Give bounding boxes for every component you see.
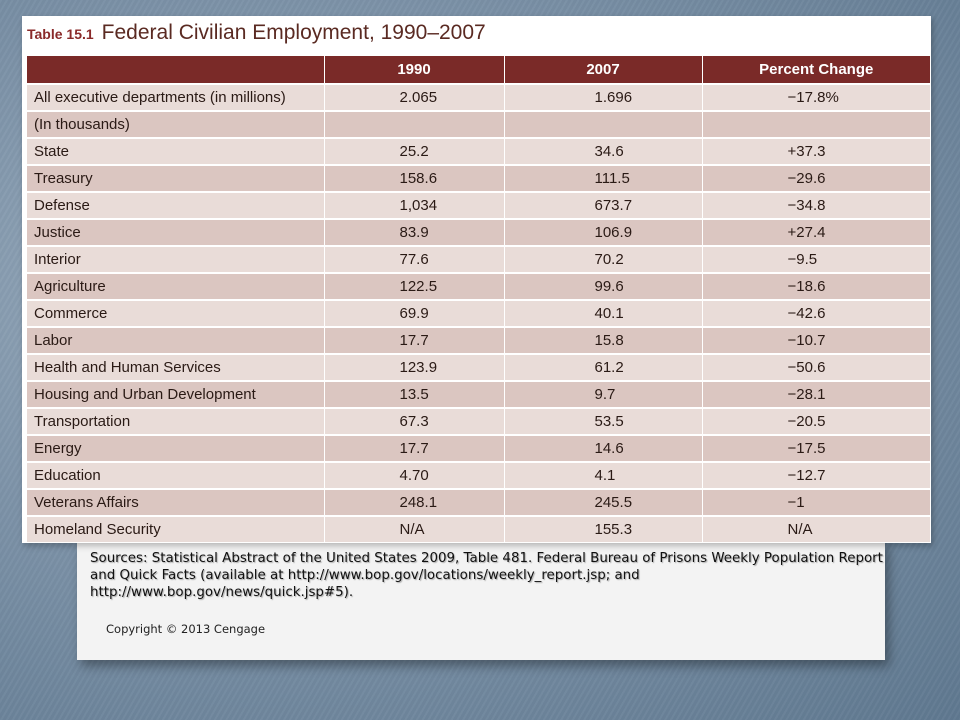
value-2007: 14.6 xyxy=(504,434,703,462)
value-1990: 122.5 xyxy=(324,272,505,300)
table-row: Labor 17.7 15.8 −10.7 xyxy=(27,326,930,354)
percent-change: −50.6 xyxy=(702,353,930,381)
percent-change: N/A xyxy=(702,515,930,542)
row-label: Treasury xyxy=(27,164,325,192)
row-label: Energy xyxy=(27,434,325,462)
value-2007: 53.5 xyxy=(504,407,703,435)
percent-change: −17.5 xyxy=(702,434,930,462)
percent-change: −34.8 xyxy=(702,191,930,219)
row-label: Labor xyxy=(27,326,325,354)
table-row: All executive departments (in millions) 2… xyxy=(27,83,930,111)
row-label: Veterans Affairs xyxy=(27,488,325,516)
row-label: Commerce xyxy=(27,299,325,327)
table-body: All executive departments (in millions) 2… xyxy=(27,83,930,542)
percent-change: −12.7 xyxy=(702,461,930,489)
table-row: Health and Human Services 123.9 61.2 −50.6 xyxy=(27,353,930,381)
row-label: (In thousands) xyxy=(27,110,325,138)
table-row: Commerce 69.9 40.1 −42.6 xyxy=(27,299,930,327)
table-header-row: 1990 2007 Percent Change xyxy=(27,56,930,84)
value-2007: 245.5 xyxy=(504,488,703,516)
value-2007 xyxy=(504,110,703,138)
percent-change xyxy=(702,110,930,138)
percent-change: −10.7 xyxy=(702,326,930,354)
percent-change: −1 xyxy=(702,488,930,516)
table-row: State 25.2 34.6 +37.3 xyxy=(27,137,930,165)
table-row: (In thousands) xyxy=(27,110,930,138)
percent-change: −17.8% xyxy=(702,83,930,111)
value-2007: 673.7 xyxy=(504,191,703,219)
header-percent-change: Percent Change xyxy=(702,56,930,84)
table-row: Veterans Affairs 248.1 245.5 −1 xyxy=(27,488,930,516)
value-2007: 40.1 xyxy=(504,299,703,327)
value-1990: 2.065 xyxy=(324,83,505,111)
value-1990: 248.1 xyxy=(324,488,505,516)
table-row: Housing and Urban Development 13.5 9.7 −28.… xyxy=(27,380,930,408)
header-category xyxy=(27,56,325,84)
table-number: Table 15.1 xyxy=(27,26,94,42)
row-label: All executive departments (in millions) xyxy=(27,83,325,111)
value-1990: 77.6 xyxy=(324,245,505,273)
table-row: Justice 83.9 106.9 +27.4 xyxy=(27,218,930,246)
value-1990: 123.9 xyxy=(324,353,505,381)
copyright-text: Copyright © 2013 Cengage xyxy=(106,622,266,636)
value-1990: 17.7 xyxy=(324,434,505,462)
value-2007: 111.5 xyxy=(504,164,703,192)
value-2007: 15.8 xyxy=(504,326,703,354)
value-1990: 69.9 xyxy=(324,299,505,327)
percent-change: −9.5 xyxy=(702,245,930,273)
table-row: Homeland Security N/A 155.3 N/A xyxy=(27,515,930,542)
table-row: Interior 77.6 70.2 −9.5 xyxy=(27,245,930,273)
row-label: Housing and Urban Development xyxy=(27,380,325,408)
value-1990: 158.6 xyxy=(324,164,505,192)
value-2007: 70.2 xyxy=(504,245,703,273)
value-1990 xyxy=(324,110,505,138)
row-label: Education xyxy=(27,461,325,489)
percent-change: +37.3 xyxy=(702,137,930,165)
table-row: Agriculture 122.5 99.6 −18.6 xyxy=(27,272,930,300)
value-1990: N/A xyxy=(324,515,505,542)
value-1990: 25.2 xyxy=(324,137,505,165)
row-label: Homeland Security xyxy=(27,515,325,542)
percent-change: −28.1 xyxy=(702,380,930,408)
percent-change: −20.5 xyxy=(702,407,930,435)
value-2007: 9.7 xyxy=(504,380,703,408)
table-row: Transportation 67.3 53.5 −20.5 xyxy=(27,407,930,435)
value-1990: 1,034 xyxy=(324,191,505,219)
value-1990: 83.9 xyxy=(324,218,505,246)
sources-text: Sources: Statistical Abstract of the Uni… xyxy=(90,551,883,600)
percent-change: +27.4 xyxy=(702,218,930,246)
table-panel: Table 15.1 Federal Civilian Employment, … xyxy=(22,16,931,543)
header-1990: 1990 xyxy=(324,56,505,84)
value-2007: 1.696 xyxy=(504,83,703,111)
table-title: Federal Civilian Employment, 1990–2007 xyxy=(101,21,486,44)
employment-table: 1990 2007 Percent Change All executive d… xyxy=(27,56,930,542)
percent-change: −42.6 xyxy=(702,299,930,327)
value-2007: 155.3 xyxy=(504,515,703,542)
value-1990: 4.70 xyxy=(324,461,505,489)
header-2007: 2007 xyxy=(504,56,703,84)
value-1990: 13.5 xyxy=(324,380,505,408)
table-row: Education 4.70 4.1 −12.7 xyxy=(27,461,930,489)
table-row: Defense 1,034 673.7 −34.8 xyxy=(27,191,930,219)
percent-change: −18.6 xyxy=(702,272,930,300)
table-row: Treasury 158.6 111.5 −29.6 xyxy=(27,164,930,192)
percent-change: −29.6 xyxy=(702,164,930,192)
row-label: Defense xyxy=(27,191,325,219)
row-label: Transportation xyxy=(27,407,325,435)
row-label: Interior xyxy=(27,245,325,273)
row-label: Agriculture xyxy=(27,272,325,300)
value-2007: 4.1 xyxy=(504,461,703,489)
row-label: Justice xyxy=(27,218,325,246)
table-row: Energy 17.7 14.6 −17.5 xyxy=(27,434,930,462)
value-1990: 67.3 xyxy=(324,407,505,435)
value-2007: 99.6 xyxy=(504,272,703,300)
value-1990: 17.7 xyxy=(324,326,505,354)
table-title-row: Table 15.1 Federal Civilian Employment, … xyxy=(27,21,486,51)
value-2007: 34.6 xyxy=(504,137,703,165)
source-card: Sources: Statistical Abstract of the Uni… xyxy=(77,540,885,660)
value-2007: 106.9 xyxy=(504,218,703,246)
value-2007: 61.2 xyxy=(504,353,703,381)
row-label: State xyxy=(27,137,325,165)
row-label: Health and Human Services xyxy=(27,353,325,381)
